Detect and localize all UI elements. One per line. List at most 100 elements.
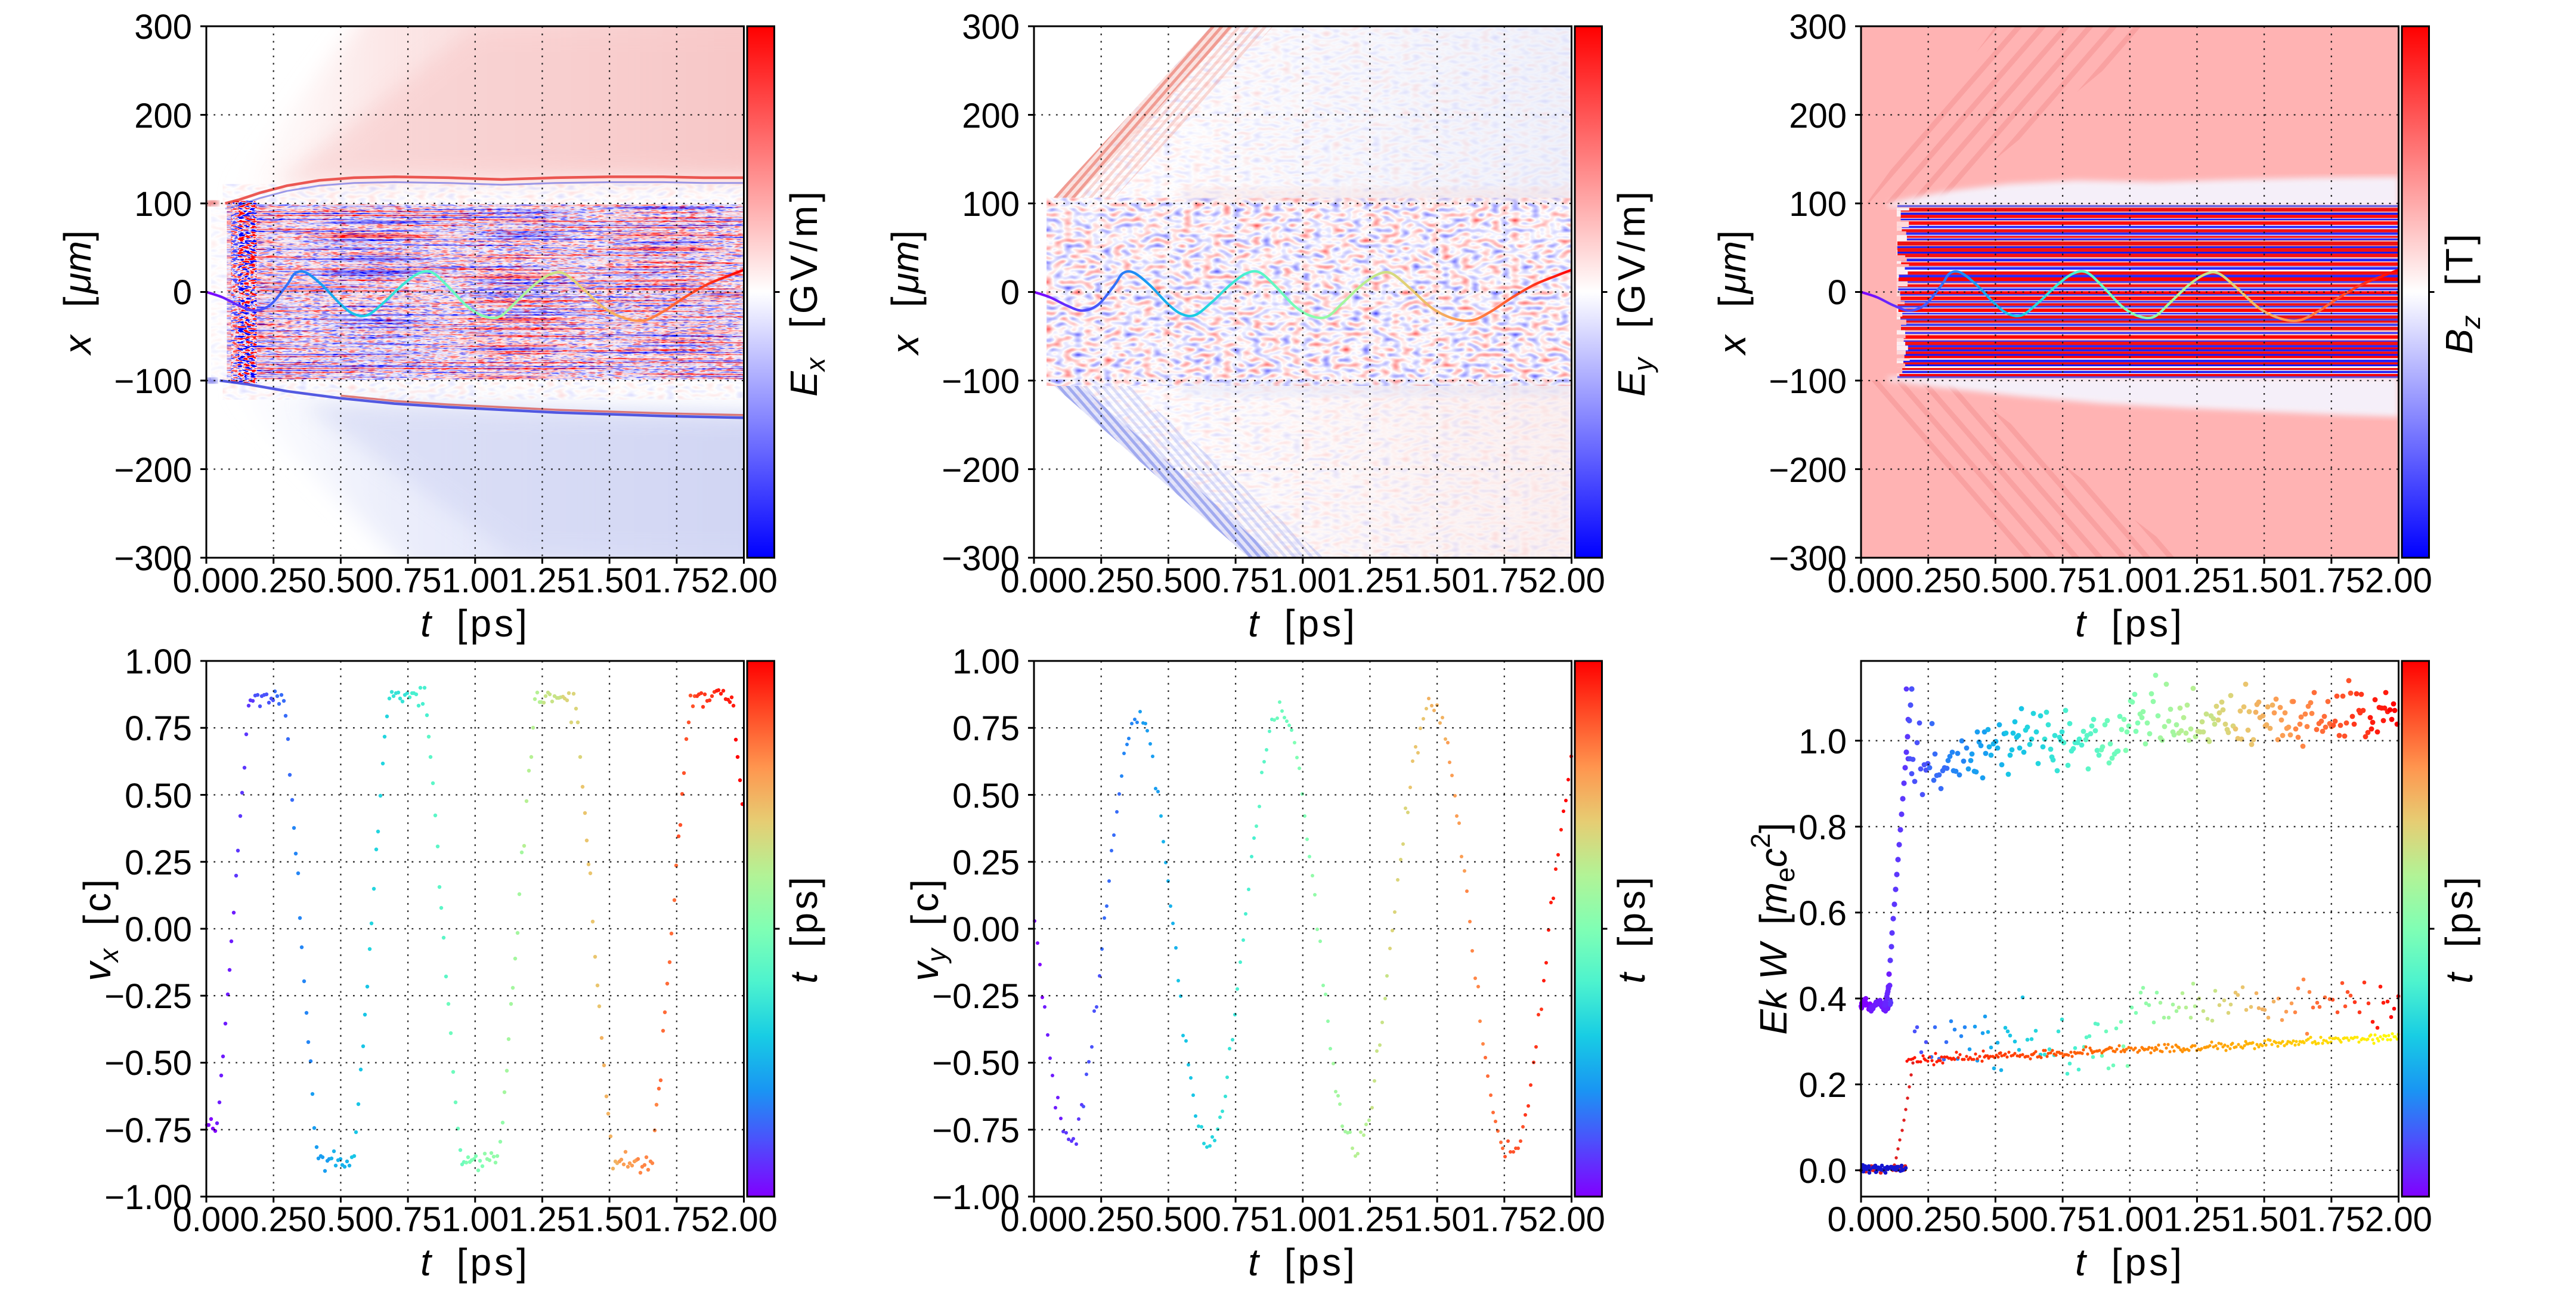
svg-text:1.75: 1.75 xyxy=(643,1200,710,1239)
svg-text:100: 100 xyxy=(134,185,192,224)
svg-text:vx [c]: vx [c] xyxy=(76,876,124,981)
svg-text:−0.50: −0.50 xyxy=(104,1044,192,1083)
svg-text:−0.50: −0.50 xyxy=(932,1044,1020,1083)
svg-text:−0.25: −0.25 xyxy=(932,977,1020,1016)
svg-text:0.75: 0.75 xyxy=(125,709,192,748)
svg-text:100: 100 xyxy=(1789,185,1847,224)
svg-text:−100: −100 xyxy=(942,362,1020,401)
svg-text:300: 300 xyxy=(962,8,1020,47)
svg-text:vy [c]: vy [c] xyxy=(903,876,952,981)
svg-text:0.50: 0.50 xyxy=(307,561,374,600)
svg-text:−0.75: −0.75 xyxy=(932,1111,1020,1150)
svg-text:t [ps]: t [ps] xyxy=(2438,874,2481,984)
svg-text:0.75: 0.75 xyxy=(374,1200,442,1239)
svg-text:1.0: 1.0 xyxy=(1798,722,1847,761)
svg-text:0.75: 0.75 xyxy=(2029,1200,2097,1239)
svg-text:0.50: 0.50 xyxy=(952,777,1020,815)
svg-text:0.8: 0.8 xyxy=(1798,808,1847,847)
svg-text:0.6: 0.6 xyxy=(1798,894,1847,933)
svg-text:1.50: 1.50 xyxy=(2231,561,2298,600)
svg-text:2.00: 2.00 xyxy=(2365,561,2432,600)
svg-text:1.25: 1.25 xyxy=(509,561,576,600)
svg-text:0.00: 0.00 xyxy=(1828,561,1895,600)
svg-text:t [ps]: t [ps] xyxy=(420,1241,530,1284)
svg-text:0.25: 0.25 xyxy=(952,843,1020,882)
svg-text:0.00: 0.00 xyxy=(1001,1200,1068,1239)
svg-text:2.00: 2.00 xyxy=(710,561,778,600)
svg-text:1.50: 1.50 xyxy=(1404,1200,1471,1239)
svg-text:200: 200 xyxy=(962,97,1020,135)
svg-text:x [μm]: x [μm] xyxy=(1711,230,1754,356)
svg-text:1.50: 1.50 xyxy=(1404,561,1471,600)
svg-text:0.00: 0.00 xyxy=(173,1200,240,1239)
svg-text:t [ps]: t [ps] xyxy=(1248,602,1358,645)
svg-text:t [ps]: t [ps] xyxy=(2075,1241,2185,1284)
svg-text:0.0: 0.0 xyxy=(1798,1152,1847,1191)
svg-text:t [ps]: t [ps] xyxy=(2075,602,2185,645)
svg-text:200: 200 xyxy=(1789,97,1847,135)
svg-text:1.00: 1.00 xyxy=(1269,1200,1336,1239)
svg-text:0.75: 0.75 xyxy=(1202,1200,1270,1239)
svg-text:1.00: 1.00 xyxy=(1269,561,1336,600)
svg-text:t [ps]: t [ps] xyxy=(1610,874,1653,984)
svg-text:0: 0 xyxy=(1828,273,1847,312)
svg-text:0.00: 0.00 xyxy=(125,910,192,949)
svg-text:1.75: 1.75 xyxy=(1470,1200,1538,1239)
svg-text:−1.00: −1.00 xyxy=(104,1178,192,1217)
svg-text:1.50: 1.50 xyxy=(2231,1200,2298,1239)
svg-text:300: 300 xyxy=(134,8,192,47)
svg-text:0.25: 0.25 xyxy=(125,843,192,882)
svg-text:0.75: 0.75 xyxy=(1202,561,1270,600)
svg-text:−200: −200 xyxy=(114,451,192,490)
svg-text:−300: −300 xyxy=(942,539,1020,578)
svg-text:0: 0 xyxy=(1001,273,1020,312)
svg-text:1.00: 1.00 xyxy=(125,642,192,681)
svg-text:−300: −300 xyxy=(1769,539,1847,578)
svg-text:2.00: 2.00 xyxy=(1538,561,1605,600)
svg-text:0.00: 0.00 xyxy=(1001,561,1068,600)
svg-text:0: 0 xyxy=(173,273,192,312)
svg-text:Ek W [mec2]: Ek W [mec2] xyxy=(1745,823,1800,1035)
svg-text:0.50: 0.50 xyxy=(1135,561,1202,600)
svg-text:t [ps]: t [ps] xyxy=(420,602,530,645)
svg-text:1.00: 1.00 xyxy=(952,642,1020,681)
svg-text:0.00: 0.00 xyxy=(1828,1200,1895,1239)
svg-text:−1.00: −1.00 xyxy=(932,1178,1020,1217)
svg-text:0.50: 0.50 xyxy=(1135,1200,1202,1239)
svg-text:2.00: 2.00 xyxy=(710,1200,778,1239)
svg-text:0.50: 0.50 xyxy=(125,777,192,815)
svg-text:−300: −300 xyxy=(114,539,192,578)
svg-text:100: 100 xyxy=(962,185,1020,224)
svg-text:0.75: 0.75 xyxy=(2029,561,2097,600)
svg-text:−0.75: −0.75 xyxy=(104,1111,192,1150)
svg-text:1.75: 1.75 xyxy=(643,561,710,600)
svg-text:1.50: 1.50 xyxy=(576,1200,643,1239)
svg-text:x [μm]: x [μm] xyxy=(884,230,927,356)
svg-text:1.25: 1.25 xyxy=(2163,561,2231,600)
svg-text:1.00: 1.00 xyxy=(441,561,509,600)
svg-text:0.2: 0.2 xyxy=(1798,1066,1847,1105)
svg-text:0.25: 0.25 xyxy=(240,561,307,600)
svg-text:0.75: 0.75 xyxy=(952,709,1020,748)
svg-text:0.25: 0.25 xyxy=(1894,1200,1962,1239)
svg-text:−100: −100 xyxy=(1769,362,1847,401)
svg-text:1.75: 1.75 xyxy=(2298,1200,2365,1239)
svg-text:1.25: 1.25 xyxy=(2163,1200,2231,1239)
svg-text:t [ps]: t [ps] xyxy=(782,874,825,984)
svg-text:0.25: 0.25 xyxy=(1894,561,1962,600)
svg-text:1.00: 1.00 xyxy=(2096,1200,2163,1239)
svg-text:0.00: 0.00 xyxy=(952,910,1020,949)
svg-text:1.00: 1.00 xyxy=(441,1200,509,1239)
svg-text:1.75: 1.75 xyxy=(2298,561,2365,600)
svg-text:1.00: 1.00 xyxy=(2096,561,2163,600)
svg-text:0.25: 0.25 xyxy=(1067,561,1135,600)
svg-text:1.25: 1.25 xyxy=(1336,561,1404,600)
svg-text:0.00: 0.00 xyxy=(173,561,240,600)
svg-text:2.00: 2.00 xyxy=(2365,1200,2432,1239)
svg-text:1.50: 1.50 xyxy=(576,561,643,600)
svg-text:−0.25: −0.25 xyxy=(104,977,192,1016)
svg-text:−100: −100 xyxy=(114,362,192,401)
svg-text:1.75: 1.75 xyxy=(1470,561,1538,600)
svg-text:0.50: 0.50 xyxy=(307,1200,374,1239)
svg-text:Ey [GV/m]: Ey [GV/m] xyxy=(1610,188,1658,397)
